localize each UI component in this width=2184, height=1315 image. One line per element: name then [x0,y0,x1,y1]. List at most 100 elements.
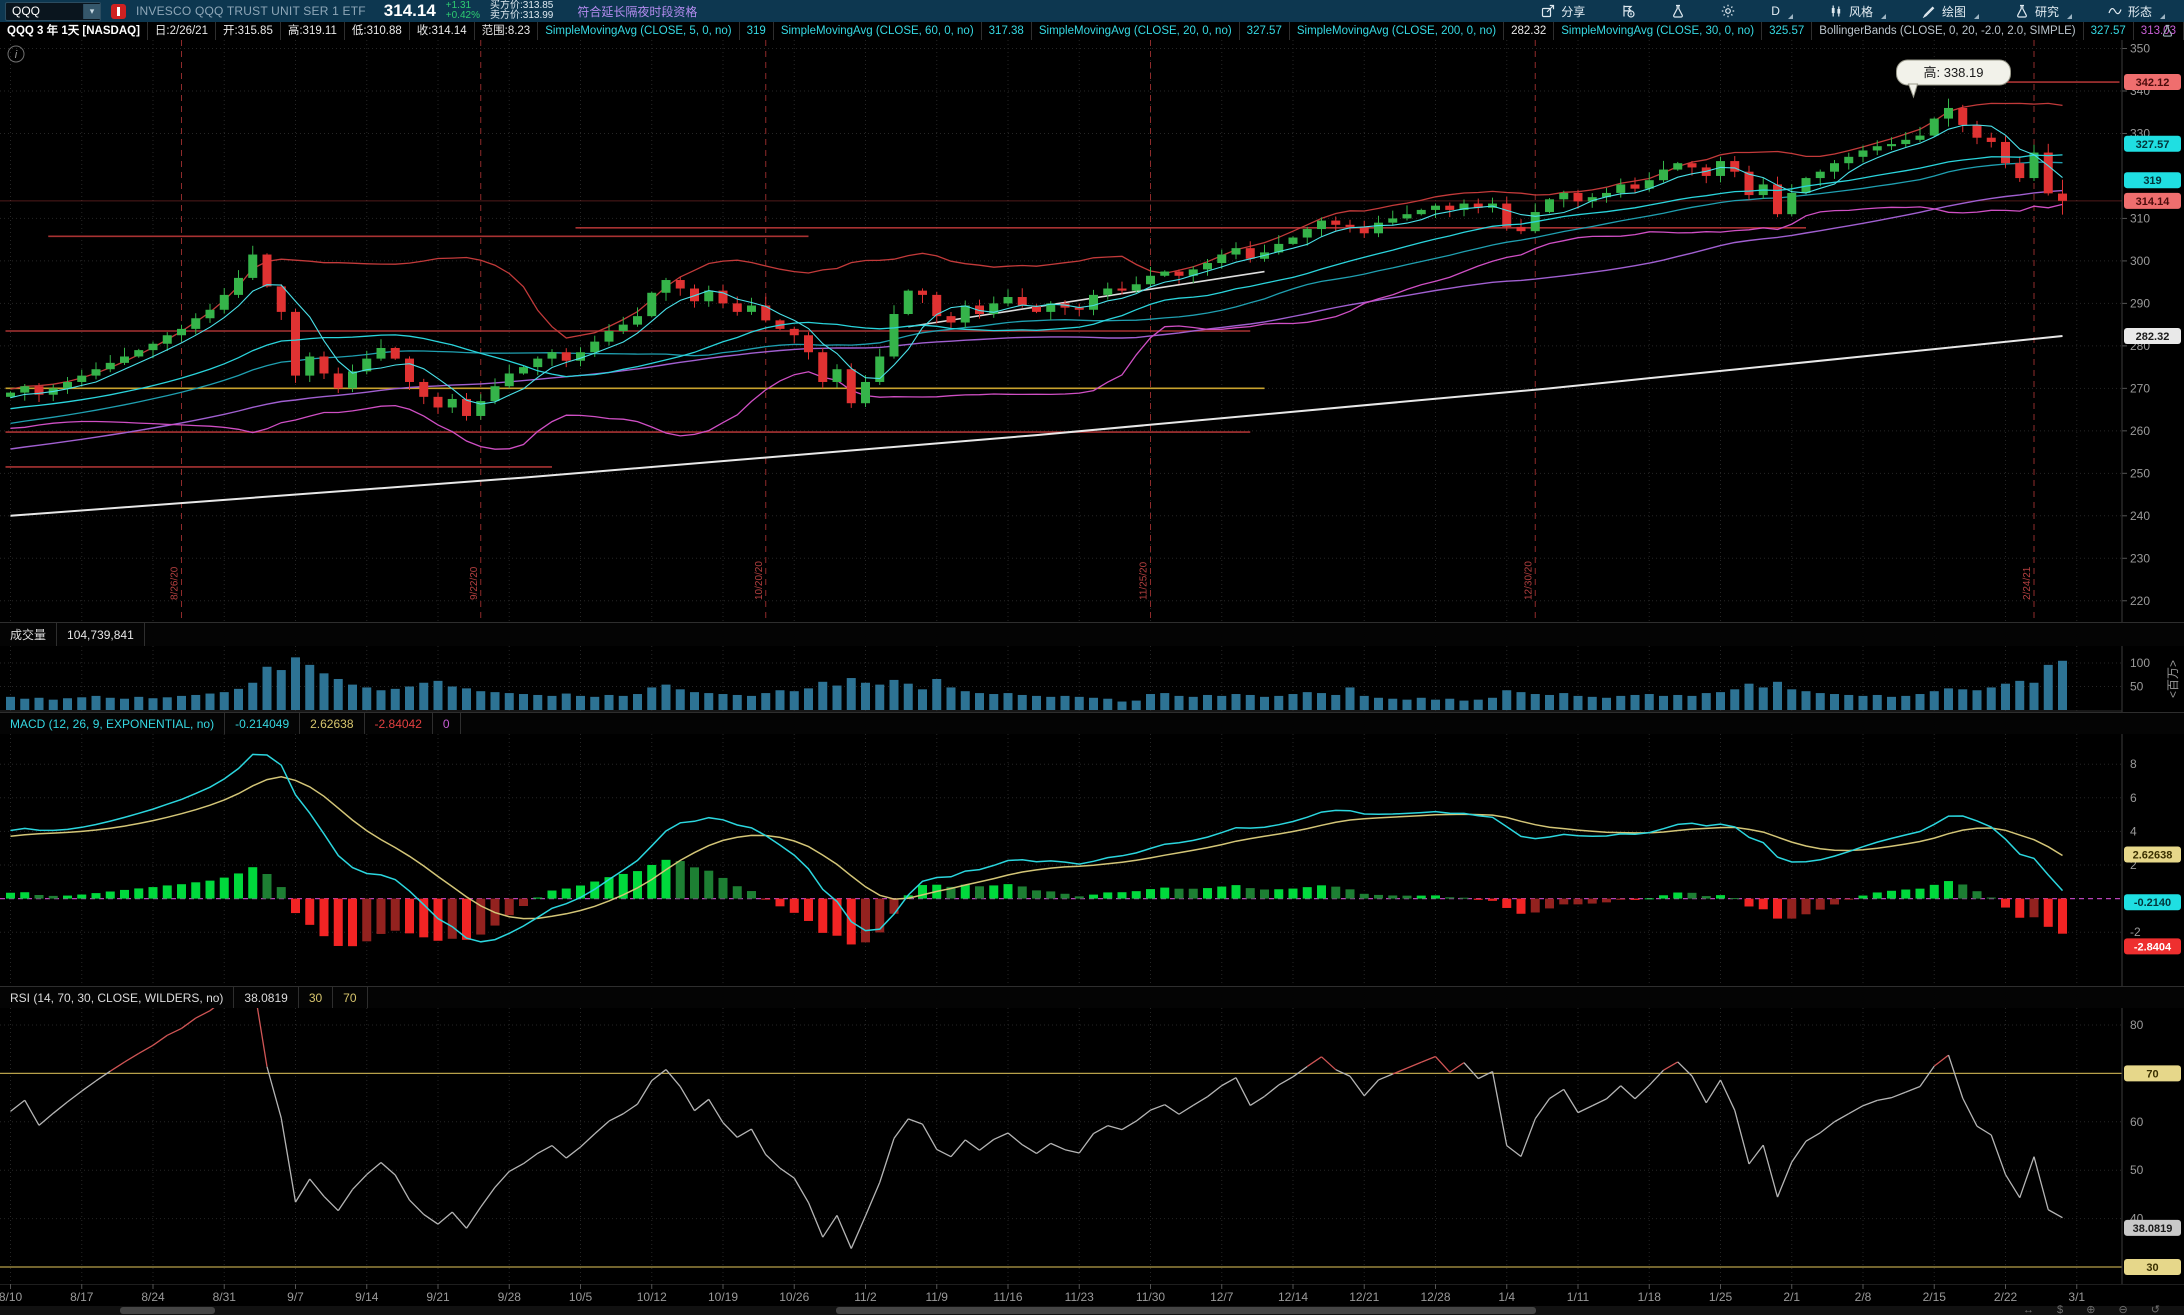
rsi-header-cell[interactable]: 38.0819 [234,987,299,1009]
dropdown-caret-icon [2066,13,2072,19]
study-bar-cell[interactable]: 开:315.85 [216,22,281,40]
study-bar-cell[interactable]: BollingerBands (CLOSE, 0, 20, -2.0, 2.0,… [1812,22,2084,40]
svg-text:1/18: 1/18 [1638,1290,1662,1304]
study-bar-cell[interactable]: 高:319.11 [281,22,345,40]
study-bar-cell[interactable]: 317.38 [982,22,1032,40]
toolbar-flag-button[interactable] [1618,2,1638,20]
main-price-pane[interactable]: 350 340 330 310 300 290 280 270 260 250 240 230 220 8… [0,40,2184,622]
svg-text:2/24/21: 2/24/21 [2022,566,2033,600]
svg-text:240: 240 [2130,509,2150,523]
svg-text:2/1: 2/1 [1783,1290,1800,1304]
macd-header-cell[interactable]: MACD (12, 26, 9, EXPONENTIAL, no) [0,713,226,735]
volume-header-cell[interactable]: 104,739,841 [57,623,145,647]
svg-text:12/21: 12/21 [1349,1290,1379,1304]
scrollbar-thumb[interactable] [836,1307,1536,1314]
svg-text:8/31: 8/31 [213,1290,237,1304]
svg-text:230: 230 [2130,551,2150,565]
rsi-header-cell[interactable]: RSI (14, 70, 30, CLOSE, WILDERS, no) [0,987,235,1009]
study-bar-cell[interactable]: SimpleMovingAvg (CLOSE, 30, 0, no) [1554,22,1763,40]
svg-text:10/12: 10/12 [637,1290,667,1304]
svg-text:350: 350 [2130,41,2150,55]
svg-text:260: 260 [2130,424,2150,438]
study-bar-cell[interactable]: 低:310.88 [345,22,410,40]
toolbar-D-button[interactable]: D [1768,2,1796,20]
chart-zoom-controls[interactable]: ↔ $ ⊕ ⊖ ↺ [2023,1304,2170,1315]
toolbar-button-label: 形态 [2127,4,2152,19]
macd-header-cell[interactable]: -2.84042 [365,713,433,735]
svg-text:8/10: 8/10 [0,1290,23,1304]
study-bar-cell[interactable]: 313.03 [2134,22,2184,40]
alert-flag-icon[interactable] [111,3,126,19]
svg-text:8/17: 8/17 [70,1290,94,1304]
toolbar-button-label: 分享 [1561,4,1586,19]
volume-header-cell[interactable]: 成交量 [0,623,58,647]
study-bar-cell[interactable]: 日:2/26/21 [148,22,216,40]
gear-icon [1722,4,1735,18]
flask-icon [1673,4,1684,18]
svg-text:50: 50 [2130,1163,2144,1177]
svg-text:11/16: 11/16 [993,1290,1022,1304]
svg-text:12/14: 12/14 [1278,1290,1308,1304]
svg-text:8/26/20: 8/26/20 [170,566,181,600]
flag-icon [1623,5,1635,18]
study-bar-cell[interactable]: SimpleMovingAvg (CLOSE, 200, 0, no) [1290,22,1505,40]
study-bar-cell[interactable]: 319 [740,22,774,40]
toolbar-形态-button[interactable]: 形态 [2105,1,2168,22]
study-bar-cell[interactable]: 收:314.14 [410,22,475,40]
svg-text:9/28: 9/28 [498,1290,522,1304]
macd-header-cell[interactable]: 0 [433,713,461,735]
rsi-pane[interactable]: 80 60 50 40 70 38.0819 30 [0,978,2184,1284]
toolbar-gear-button[interactable] [1718,2,1738,20]
macd-pane[interactable]: 8 6 4 2 -2 2.62638 -0.2140 -2.8404 [0,734,2184,986]
svg-text:327.57: 327.57 [2136,139,2170,151]
study-bar-cell[interactable]: 327.57 [1240,22,1290,40]
toolbar-分享-button[interactable]: 分享 [1538,1,1588,22]
svg-text:30: 30 [2146,1262,2158,1274]
volume-pane[interactable]: 100 50 <百万> [0,646,2184,712]
rsi-header-cell[interactable]: 70 [333,987,368,1009]
svg-text:9/21: 9/21 [426,1290,450,1304]
svg-text:60: 60 [2130,1115,2144,1129]
svg-text:9/22/20: 9/22/20 [469,566,480,600]
rsi-header-cell[interactable]: 30 [299,987,334,1009]
study-bar-cell[interactable]: SimpleMovingAvg (CLOSE, 60, 0, no) [774,22,982,40]
toolbar-flask-button[interactable] [1668,2,1688,20]
svg-text:10/19: 10/19 [708,1290,738,1304]
macd-header-cell[interactable]: -0.214049 [225,713,301,735]
svg-text:9/7: 9/7 [287,1290,304,1304]
toolbar-button-label: 风格 [1848,4,1873,19]
study-bar-cell[interactable]: 282.32 [1504,22,1555,40]
svg-text:319: 319 [2143,175,2161,187]
toolbar-风格-button[interactable]: 风格 [1826,1,1889,22]
toolbar-button-label: 绘图 [1941,4,1966,19]
macd-header-cell[interactable]: 2.62638 [300,713,365,735]
symbol-dropdown-arrow[interactable]: ▾ [83,3,100,19]
svg-text:8/24: 8/24 [141,1290,165,1304]
study-bar-cell[interactable]: SimpleMovingAvg (CLOSE, 5, 0, no) [538,22,740,40]
study-bar-cell[interactable]: QQQ 3 年 1天 [NASDAQ] [0,22,148,40]
svg-text:2: 2 [2130,858,2137,872]
time-axis[interactable]: 8/10 8/17 8/24 8/31 9/7 9/14 9/21 9/28 10/5 10/12… [0,1283,2184,1306]
toolbar-研究-button[interactable]: 研究 [2012,1,2075,22]
svg-text:6: 6 [2130,791,2137,805]
wave-icon [2108,8,2122,15]
chart-scrollbar[interactable]: ↔ $ ⊕ ⊖ ↺ [0,1304,2184,1315]
toolbar-绘图-button[interactable]: 绘图 [1919,1,1982,22]
study-bar-cell[interactable]: 325.57 [1762,22,1813,40]
study-bar-cell[interactable]: 327.57 [2084,22,2134,40]
volume-pane-header: 成交量 104,739,841 [0,622,2184,648]
studies-quick-icon[interactable] [2161,24,2174,40]
study-bar-cell[interactable]: SimpleMovingAvg (CLOSE, 20, 0, no) [1032,22,1240,40]
change-percent: +0.42% [445,10,480,21]
svg-text:80: 80 [2130,1018,2144,1032]
svg-text:2/22: 2/22 [1994,1290,2018,1304]
svg-text:38.0819: 38.0819 [2133,1223,2173,1235]
study-bar-cell[interactable]: 范围:8.23 [475,22,539,40]
top-bar: QQQ ▾ INVESCO QQQ TRUST UNIT SER 1 ETF 3… [0,0,2184,22]
symbol-input[interactable]: QQQ ▾ [5,1,101,21]
svg-text:9/14: 9/14 [355,1290,379,1304]
chart-toolbar: 分享 D 风格 绘图 研究 形态 [1538,1,2184,22]
scrollbar-thumb-left[interactable] [120,1307,215,1314]
toolbar-button-label: D [1771,4,1780,18]
svg-text:12/30/20: 12/30/20 [1523,561,1534,600]
